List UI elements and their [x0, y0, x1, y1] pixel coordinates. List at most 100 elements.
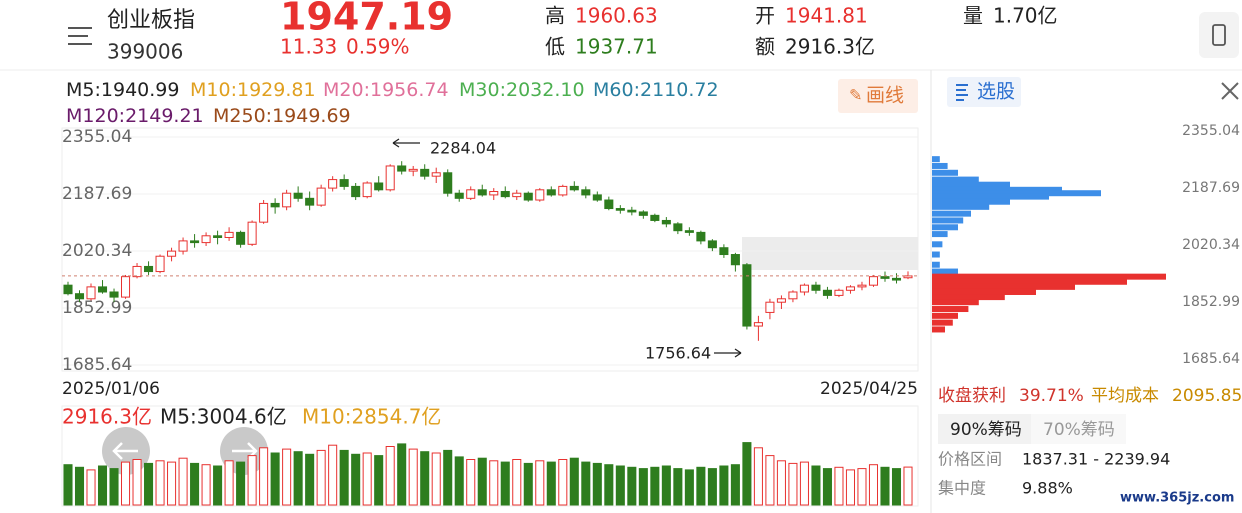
- range-label: 价格区间: [938, 450, 1002, 469]
- candle-body: [178, 240, 188, 252]
- candle-body: [236, 231, 246, 245]
- volume-frame: [61, 405, 919, 507]
- candle-body: [615, 208, 625, 211]
- volume-bar: [512, 459, 522, 506]
- tab[interactable]: 70%筹码: [1043, 420, 1115, 440]
- chip-bar: [932, 312, 958, 319]
- candle-body: [661, 219, 671, 225]
- volume-bar: [109, 468, 119, 506]
- volume-bar: [868, 464, 879, 506]
- volume-bar: [178, 457, 188, 506]
- stock-pick-button[interactable]: 选股: [947, 77, 1021, 107]
- ma-value: 2110.72: [640, 79, 719, 101]
- low: 1937.71: [575, 35, 658, 59]
- candle-body: [880, 276, 890, 279]
- chip-bar: [932, 261, 940, 268]
- candle-body: [74, 293, 85, 300]
- candle-body: [247, 221, 257, 245]
- candle-body: [822, 289, 832, 296]
- high-annotation: 2284.04: [392, 138, 496, 158]
- profit-label: 收盘获利: [938, 386, 1006, 406]
- volume-bar: [270, 452, 280, 506]
- y-tick-label: 1852.99: [62, 298, 132, 318]
- chip-bar: [932, 203, 990, 210]
- candle-body: [684, 230, 694, 233]
- candle-body: [868, 276, 879, 286]
- volume-bar: [523, 462, 533, 506]
- volume-bar: [696, 466, 706, 506]
- chip-bar: [932, 288, 1036, 295]
- forecast-zone: [742, 237, 918, 270]
- volume-bar: [443, 449, 453, 506]
- chip-bar: [932, 156, 940, 163]
- candle-body: [891, 277, 902, 281]
- volume-bar: [201, 464, 211, 506]
- candle-body: [132, 265, 142, 278]
- ma-name: M120:: [66, 105, 125, 127]
- volume-bar: [753, 447, 763, 506]
- candle-body: [489, 191, 499, 196]
- volume-bar: [236, 461, 246, 506]
- volume-bar: [374, 455, 384, 506]
- open-label: 开: [755, 4, 775, 28]
- chip-bar: [932, 251, 940, 258]
- volume-bar: [673, 468, 683, 506]
- candle-body: [213, 235, 223, 238]
- candle-body: [167, 250, 177, 257]
- candle-body: [799, 284, 809, 293]
- volume-bar: [397, 443, 407, 506]
- low-label: 低: [545, 35, 565, 59]
- chip-bar: [932, 278, 1127, 285]
- chip-axis-label: 1852.99: [1182, 294, 1240, 310]
- volume-bar: [351, 453, 361, 506]
- candle-body: [339, 179, 349, 187]
- ma-legend: M20:1956.74: [323, 79, 449, 101]
- candle-body: [293, 192, 303, 199]
- volume-bar: [466, 459, 476, 506]
- chip-bar: [932, 294, 1005, 301]
- candle-body: [270, 202, 280, 208]
- candle-body: [500, 191, 510, 198]
- ma-legend: M120:2149.21: [66, 105, 204, 127]
- avg-cost-label: 平均成本: [1091, 386, 1159, 406]
- candle-body: [385, 165, 395, 191]
- volume-bar: [799, 461, 809, 506]
- avg-cost: 2095.85: [1172, 386, 1242, 406]
- ma-legend: M10:1929.81: [190, 79, 316, 101]
- volume-bar: [592, 462, 602, 506]
- candle-body: [443, 172, 453, 194]
- volume-bar: [903, 466, 913, 506]
- candle-body: [201, 235, 211, 244]
- volume-bar: [293, 451, 303, 506]
- volume-bar: [558, 459, 568, 506]
- chip-axis-label: 1685.64: [1182, 351, 1240, 367]
- draw-button-label: 画线: [866, 85, 904, 107]
- volume-bar: [247, 455, 257, 506]
- menu-icon[interactable]: [68, 27, 92, 45]
- volume-bar: [86, 469, 96, 506]
- close-button[interactable]: [1221, 82, 1239, 100]
- candle-body: [282, 192, 292, 208]
- candle-body: [477, 189, 487, 196]
- volume-bar: [431, 452, 441, 506]
- chip-bar: [932, 306, 969, 313]
- candle-body: [97, 286, 108, 293]
- volume-bar: [857, 468, 867, 506]
- chip-bar: [932, 299, 979, 306]
- volume-bar: [328, 444, 338, 506]
- candle-body: [857, 284, 867, 288]
- volume-bar: [477, 457, 487, 506]
- chip-bar: [932, 181, 1010, 188]
- candle-body: [592, 194, 602, 201]
- change-pct: 0.59%: [346, 35, 410, 59]
- candle-body: [811, 284, 821, 291]
- ma-name: M30:: [459, 79, 506, 101]
- open: 1941.81: [785, 4, 868, 28]
- tab[interactable]: 90%筹码: [950, 420, 1022, 440]
- candle-body: [845, 286, 855, 291]
- volume-bar: [742, 442, 752, 506]
- volume-bar: [845, 469, 855, 506]
- ma-legend: M250:1949.69: [213, 105, 351, 127]
- phone-icon[interactable]: [1199, 12, 1239, 58]
- draw-button[interactable]: ✎ 画线: [838, 79, 918, 113]
